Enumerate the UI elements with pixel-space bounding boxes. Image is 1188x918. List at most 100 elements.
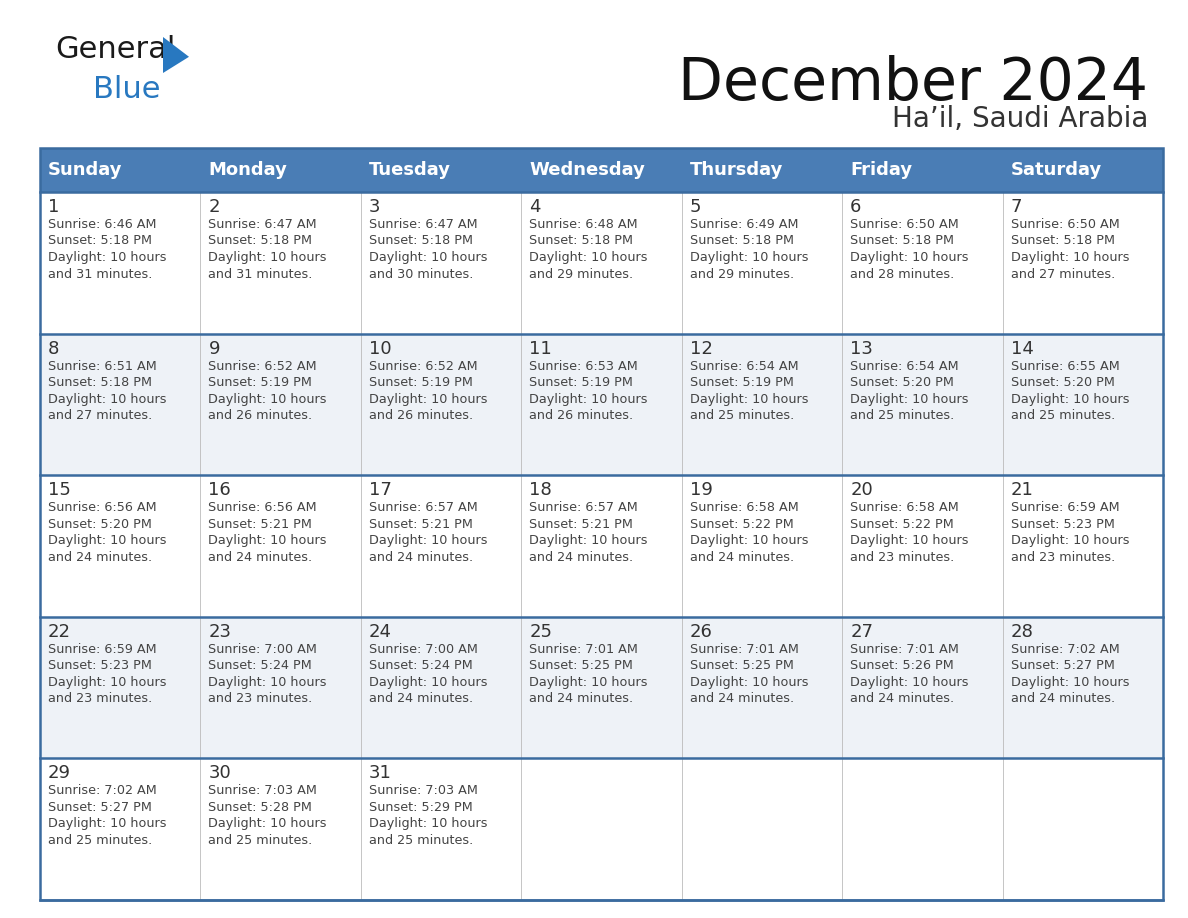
Text: and 24 minutes.: and 24 minutes.: [851, 692, 954, 705]
Text: and 31 minutes.: and 31 minutes.: [48, 267, 152, 281]
Text: 18: 18: [530, 481, 552, 499]
Text: 19: 19: [690, 481, 713, 499]
Text: Daylight: 10 hours: Daylight: 10 hours: [208, 817, 327, 831]
Text: Sunset: 5:19 PM: Sunset: 5:19 PM: [368, 376, 473, 389]
Text: Daylight: 10 hours: Daylight: 10 hours: [1011, 393, 1129, 406]
Text: Sunrise: 6:59 AM: Sunrise: 6:59 AM: [48, 643, 157, 655]
Text: and 30 minutes.: and 30 minutes.: [368, 267, 473, 281]
Text: and 26 minutes.: and 26 minutes.: [530, 409, 633, 422]
Text: and 24 minutes.: and 24 minutes.: [48, 551, 152, 564]
Text: and 24 minutes.: and 24 minutes.: [208, 551, 312, 564]
Text: Sunrise: 6:57 AM: Sunrise: 6:57 AM: [368, 501, 478, 514]
Text: Sunset: 5:23 PM: Sunset: 5:23 PM: [48, 659, 152, 672]
Text: and 24 minutes.: and 24 minutes.: [530, 692, 633, 705]
Text: 10: 10: [368, 340, 392, 358]
Text: Wednesday: Wednesday: [530, 161, 645, 179]
Text: Daylight: 10 hours: Daylight: 10 hours: [48, 251, 166, 264]
Text: Daylight: 10 hours: Daylight: 10 hours: [48, 534, 166, 547]
Text: Monday: Monday: [208, 161, 287, 179]
Bar: [1003, 148, 1163, 192]
Text: Sunset: 5:18 PM: Sunset: 5:18 PM: [368, 234, 473, 248]
Text: 23: 23: [208, 622, 232, 641]
Text: 24: 24: [368, 622, 392, 641]
Text: 5: 5: [690, 198, 701, 216]
Text: Sunset: 5:22 PM: Sunset: 5:22 PM: [851, 518, 954, 531]
Text: and 26 minutes.: and 26 minutes.: [208, 409, 312, 422]
Text: Daylight: 10 hours: Daylight: 10 hours: [690, 534, 808, 547]
Text: Sunday: Sunday: [48, 161, 122, 179]
Text: Sunrise: 6:58 AM: Sunrise: 6:58 AM: [851, 501, 959, 514]
Text: Sunrise: 6:56 AM: Sunrise: 6:56 AM: [208, 501, 317, 514]
Text: 29: 29: [48, 765, 71, 782]
Text: Sunrise: 6:55 AM: Sunrise: 6:55 AM: [1011, 360, 1119, 373]
Bar: [40, 758, 1163, 900]
Text: and 25 minutes.: and 25 minutes.: [368, 834, 473, 847]
Text: Daylight: 10 hours: Daylight: 10 hours: [530, 534, 647, 547]
Text: and 23 minutes.: and 23 minutes.: [1011, 551, 1114, 564]
Text: Daylight: 10 hours: Daylight: 10 hours: [530, 393, 647, 406]
Text: 9: 9: [208, 340, 220, 358]
Text: Saturday: Saturday: [1011, 161, 1101, 179]
Text: Sunrise: 6:50 AM: Sunrise: 6:50 AM: [1011, 218, 1119, 231]
Text: 31: 31: [368, 765, 392, 782]
Text: Sunset: 5:21 PM: Sunset: 5:21 PM: [530, 518, 633, 531]
Text: and 25 minutes.: and 25 minutes.: [1011, 409, 1114, 422]
Text: Sunrise: 6:52 AM: Sunrise: 6:52 AM: [368, 360, 478, 373]
Text: Sunrise: 6:51 AM: Sunrise: 6:51 AM: [48, 360, 157, 373]
Bar: [682, 148, 842, 192]
Text: and 26 minutes.: and 26 minutes.: [368, 409, 473, 422]
Text: Sunrise: 6:47 AM: Sunrise: 6:47 AM: [208, 218, 317, 231]
Bar: [842, 148, 1003, 192]
Text: December 2024: December 2024: [678, 55, 1148, 112]
Text: Sunset: 5:18 PM: Sunset: 5:18 PM: [48, 234, 152, 248]
Text: Daylight: 10 hours: Daylight: 10 hours: [851, 676, 968, 688]
Text: General: General: [55, 35, 176, 64]
Text: Daylight: 10 hours: Daylight: 10 hours: [530, 251, 647, 264]
Text: Sunrise: 6:50 AM: Sunrise: 6:50 AM: [851, 218, 959, 231]
Text: Blue: Blue: [93, 75, 160, 104]
Text: 12: 12: [690, 340, 713, 358]
Text: Daylight: 10 hours: Daylight: 10 hours: [690, 393, 808, 406]
Text: Sunrise: 6:59 AM: Sunrise: 6:59 AM: [1011, 501, 1119, 514]
Text: Sunrise: 6:52 AM: Sunrise: 6:52 AM: [208, 360, 317, 373]
Text: Sunset: 5:18 PM: Sunset: 5:18 PM: [690, 234, 794, 248]
Text: Sunset: 5:18 PM: Sunset: 5:18 PM: [1011, 234, 1114, 248]
Text: Sunset: 5:22 PM: Sunset: 5:22 PM: [690, 518, 794, 531]
Text: and 29 minutes.: and 29 minutes.: [530, 267, 633, 281]
Bar: [40, 148, 1163, 900]
Text: Daylight: 10 hours: Daylight: 10 hours: [690, 251, 808, 264]
Text: 11: 11: [530, 340, 552, 358]
Text: Daylight: 10 hours: Daylight: 10 hours: [368, 393, 487, 406]
Text: Ha’il, Saudi Arabia: Ha’il, Saudi Arabia: [892, 105, 1148, 133]
Text: Sunrise: 6:54 AM: Sunrise: 6:54 AM: [690, 360, 798, 373]
Text: and 24 minutes.: and 24 minutes.: [530, 551, 633, 564]
Text: and 25 minutes.: and 25 minutes.: [851, 409, 954, 422]
Text: Sunset: 5:20 PM: Sunset: 5:20 PM: [48, 518, 152, 531]
Text: Daylight: 10 hours: Daylight: 10 hours: [208, 251, 327, 264]
Text: and 27 minutes.: and 27 minutes.: [48, 409, 152, 422]
Text: Sunset: 5:20 PM: Sunset: 5:20 PM: [851, 376, 954, 389]
Bar: [40, 333, 1163, 476]
Text: 21: 21: [1011, 481, 1034, 499]
Bar: [40, 476, 1163, 617]
Text: Sunrise: 7:00 AM: Sunrise: 7:00 AM: [208, 643, 317, 655]
Text: and 28 minutes.: and 28 minutes.: [851, 267, 954, 281]
Text: Daylight: 10 hours: Daylight: 10 hours: [208, 676, 327, 688]
Text: 22: 22: [48, 622, 71, 641]
Text: Sunrise: 7:02 AM: Sunrise: 7:02 AM: [1011, 643, 1119, 655]
Text: 26: 26: [690, 622, 713, 641]
Text: and 25 minutes.: and 25 minutes.: [208, 834, 312, 847]
Text: 25: 25: [530, 622, 552, 641]
Text: and 24 minutes.: and 24 minutes.: [690, 692, 794, 705]
Text: and 23 minutes.: and 23 minutes.: [48, 692, 152, 705]
Text: Sunset: 5:21 PM: Sunset: 5:21 PM: [208, 518, 312, 531]
Text: Sunrise: 7:01 AM: Sunrise: 7:01 AM: [530, 643, 638, 655]
Text: Sunset: 5:18 PM: Sunset: 5:18 PM: [530, 234, 633, 248]
Text: Sunset: 5:20 PM: Sunset: 5:20 PM: [1011, 376, 1114, 389]
Text: and 31 minutes.: and 31 minutes.: [208, 267, 312, 281]
Text: and 24 minutes.: and 24 minutes.: [1011, 692, 1114, 705]
Text: 28: 28: [1011, 622, 1034, 641]
Text: Sunrise: 7:03 AM: Sunrise: 7:03 AM: [368, 784, 478, 798]
Text: and 24 minutes.: and 24 minutes.: [368, 692, 473, 705]
Text: 15: 15: [48, 481, 71, 499]
